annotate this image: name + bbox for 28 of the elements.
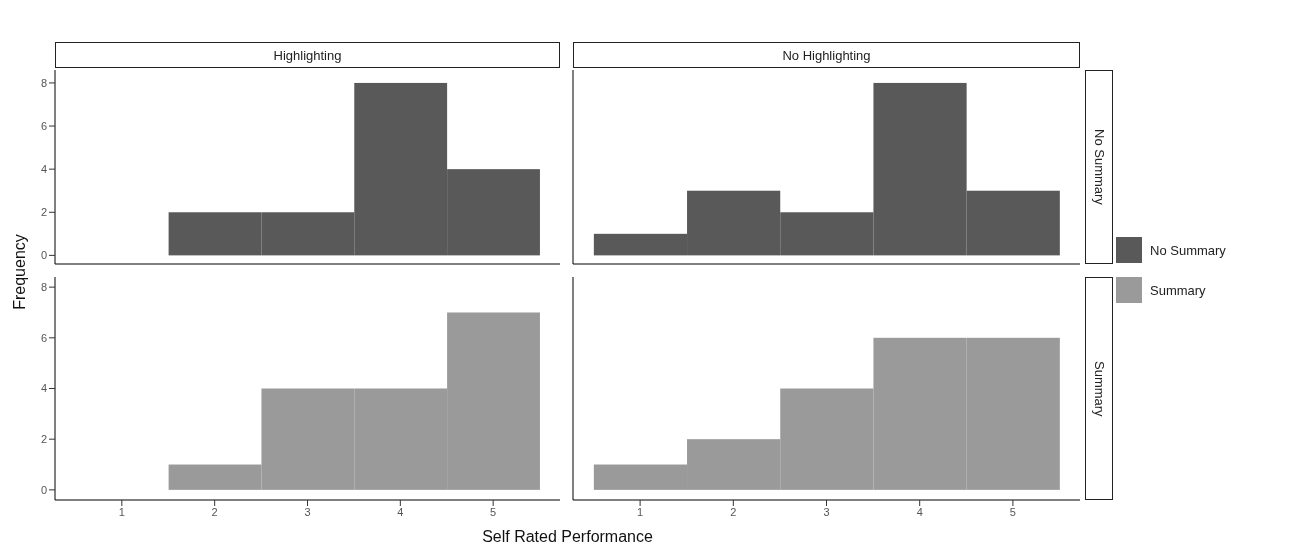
x-tick-label: 3 [823, 505, 830, 518]
x-tick-label: 3 [304, 505, 311, 518]
y-tick-label: 6 [40, 331, 47, 344]
x-axis-title: Self Rated Performance [481, 528, 654, 546]
chart-title: Highlighting [55, 42, 560, 68]
x-tick-label: 1 [637, 505, 644, 518]
y-tick-label: 8 [40, 76, 47, 89]
y-tick-label: 0 [40, 483, 47, 496]
x-tick-label: 5 [1009, 505, 1016, 518]
x-tick-label: 4 [397, 505, 404, 518]
x-tick-label: 2 [211, 505, 218, 518]
y-tick-label: 6 [40, 119, 47, 132]
y-tick-label: 4 [40, 163, 47, 176]
y-tick-label: 4 [40, 382, 47, 395]
chart-title: No Highlighting [573, 42, 1080, 68]
x-tick-label: 5 [490, 505, 497, 518]
y-axis-title: Frequency [11, 234, 29, 310]
x-tick-label: 1 [118, 505, 125, 518]
x-tick-label: 4 [916, 505, 923, 518]
y2-axis-title: Summary [1091, 360, 1107, 417]
y2-axis-title: No Summary [1091, 129, 1107, 205]
y-tick-label: 0 [40, 249, 47, 262]
legend-label: No Summary [1150, 242, 1226, 258]
legend-label: Summary [1150, 282, 1206, 298]
y-tick-label: 2 [40, 206, 47, 219]
x-tick-label: 2 [730, 505, 737, 518]
y-tick-label: 8 [40, 281, 47, 294]
y-tick-label: 2 [40, 433, 47, 446]
